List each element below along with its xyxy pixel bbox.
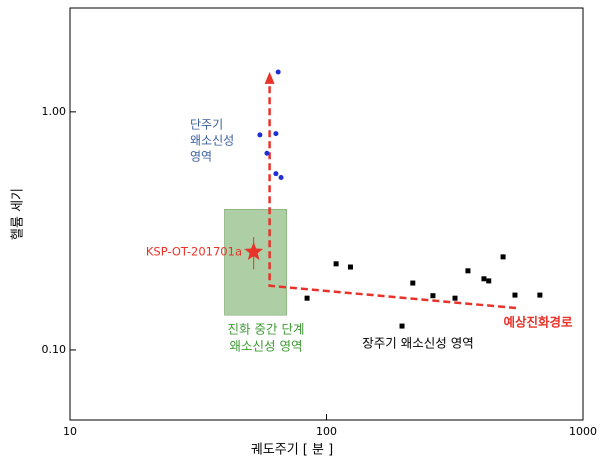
point (410, 280, 416, 286)
region (224, 208, 288, 316)
point (500, 254, 506, 260)
x-tick-label: 100 (316, 425, 337, 438)
plot-frame (69, 7, 584, 421)
point (333, 261, 339, 267)
y-tick-label: 1.00 (42, 105, 67, 118)
point (347, 264, 353, 270)
point (278, 175, 284, 181)
point (486, 278, 492, 284)
point (244, 241, 264, 261)
point (273, 131, 279, 137)
y-axis-label: 헬륨 세기 (11, 188, 26, 240)
x-tick-label: 1000 (569, 425, 597, 438)
annotation: 진화 중간 단계 (228, 322, 305, 337)
point (452, 295, 458, 301)
point (257, 132, 263, 138)
annotation: 예상진화경로 (503, 315, 573, 330)
evolution-path (268, 74, 517, 310)
arrow-head (264, 71, 275, 84)
point (399, 323, 405, 329)
annotation: 왜소신성 (190, 134, 234, 148)
point (275, 69, 281, 75)
point (264, 150, 270, 156)
annotation: 단주기 (190, 118, 223, 132)
x-axis-label: 궤도주기 [ 분 ] (251, 443, 333, 458)
point (512, 292, 518, 298)
point (537, 292, 543, 298)
point (481, 276, 487, 282)
point (304, 295, 310, 301)
annotation: KSP-OT-201701a (146, 245, 242, 259)
annotation: 장주기 왜소신성 영역 (362, 336, 473, 351)
annotation: 영역 (190, 150, 212, 164)
y-tick-label: 0.10 (42, 343, 67, 356)
point (430, 293, 436, 299)
point (465, 268, 471, 274)
point (273, 171, 279, 177)
x-tick-label: 10 (63, 425, 77, 438)
annotation: 왜소신성 영역 (230, 339, 303, 354)
